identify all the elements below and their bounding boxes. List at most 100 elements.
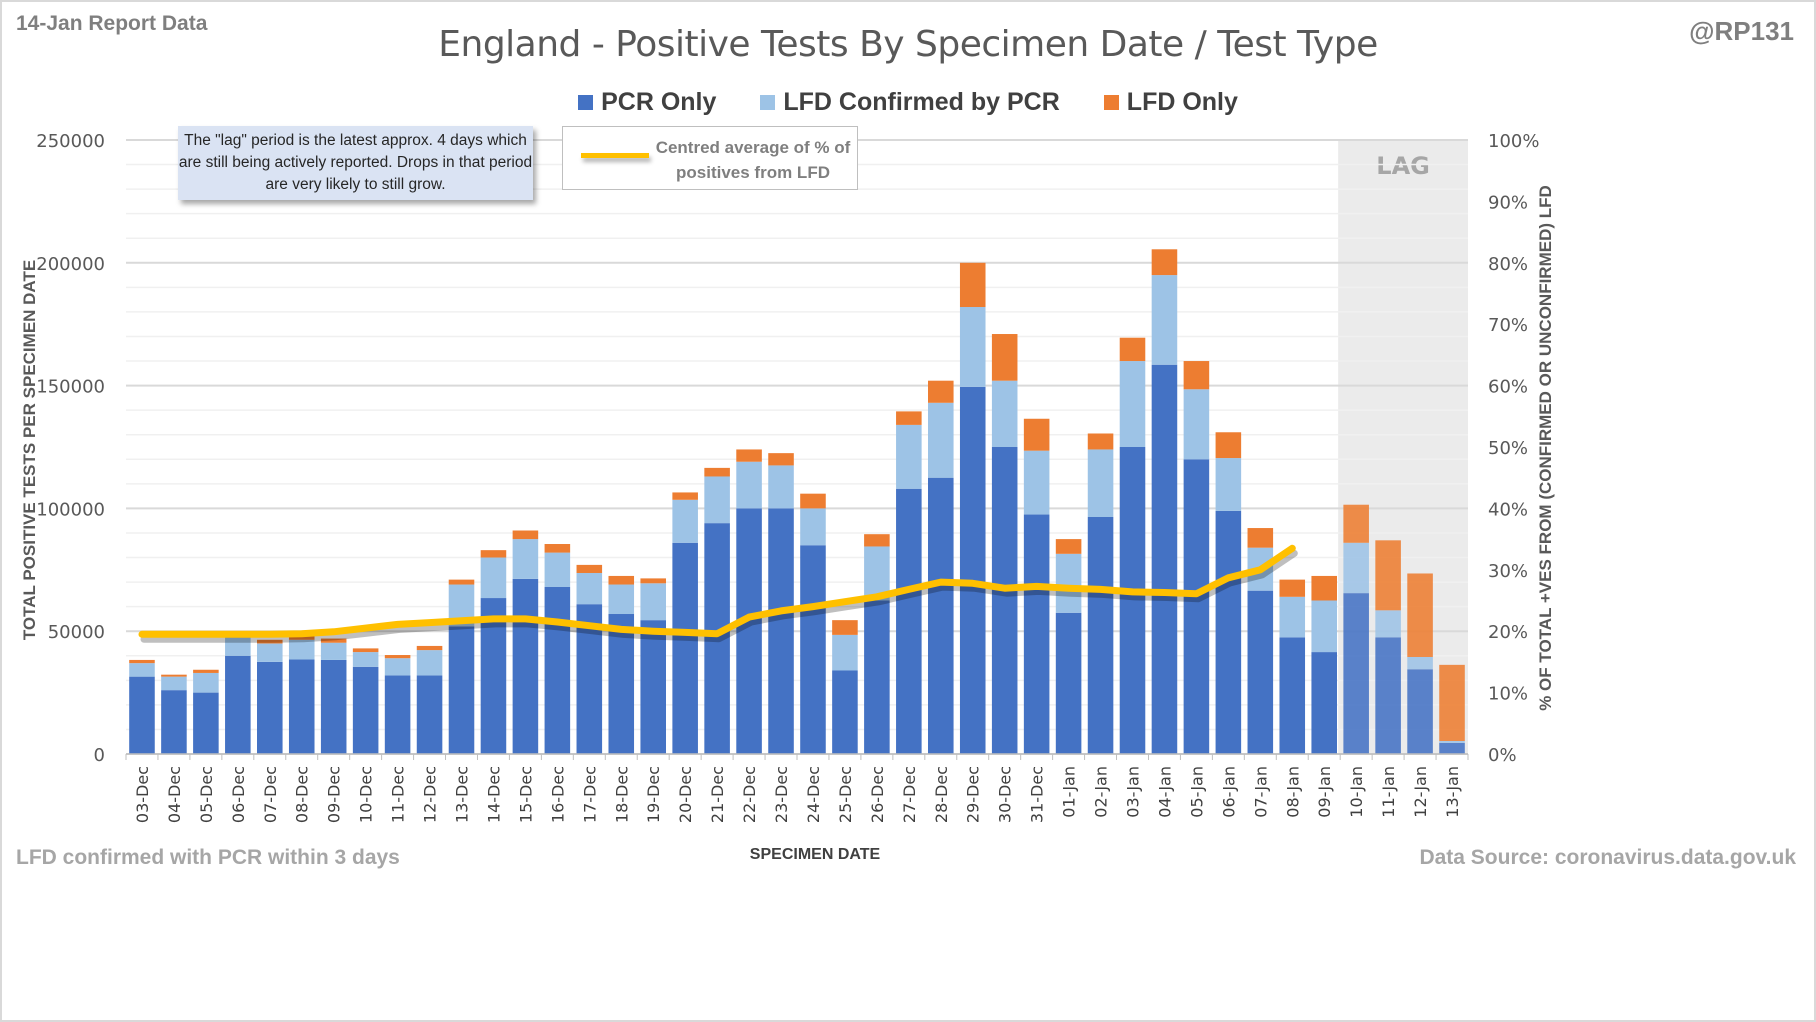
line-series-shadow xyxy=(140,549,1298,643)
bar-pcr-only xyxy=(1311,652,1337,754)
x-tick-label: 11-Jan xyxy=(1379,766,1398,818)
bar-lfd-only xyxy=(448,579,475,585)
x-tick-label: 05-Jan xyxy=(1187,766,1206,818)
bar-lfd-confirmed xyxy=(193,672,219,693)
bar-lfd-confirmed xyxy=(1023,450,1050,515)
bar-lfd-only xyxy=(959,262,986,308)
legend: PCR Only LFD Confirmed by PCR LFD Only xyxy=(0,88,1816,117)
bar-lfd-only xyxy=(640,578,666,584)
x-tick-label: 27-Dec xyxy=(900,766,919,823)
x-tick-label: 04-Dec xyxy=(165,766,184,823)
bar-lfd-only xyxy=(288,636,315,640)
x-tick-label: 05-Dec xyxy=(197,766,216,823)
x-tick-label: 08-Jan xyxy=(1283,766,1302,818)
bar-pcr-only xyxy=(1215,510,1242,754)
bar-lfd-confirmed xyxy=(384,658,411,676)
bar-pcr-only xyxy=(1023,514,1050,754)
legend-label-lfd-only: LFD Only xyxy=(1126,88,1238,116)
bar-lfd-confirmed xyxy=(928,402,954,478)
x-tick-label: 07-Jan xyxy=(1251,766,1270,818)
bar-lfd-only xyxy=(1407,573,1433,657)
x-tick-label: 01-Jan xyxy=(1060,766,1079,818)
y-tick-label: 0 xyxy=(94,745,105,766)
x-tick-label: 03-Jan xyxy=(1124,766,1143,818)
x-tick-label: 13-Jan xyxy=(1443,766,1462,818)
x-tick-label: 28-Dec xyxy=(932,766,951,823)
x-tick-label: 15-Dec xyxy=(516,766,535,823)
bar-lfd-only xyxy=(991,334,1018,381)
bar-pcr-only xyxy=(129,676,155,754)
bar-lfd-confirmed xyxy=(800,508,826,546)
bar-lfd-confirmed xyxy=(225,637,251,656)
y2-tick-label: 30% xyxy=(1488,561,1528,582)
bar-lfd-only xyxy=(320,638,347,643)
bar-pcr-only xyxy=(736,508,762,754)
legend-item-pcr: PCR Only xyxy=(578,88,716,117)
legend-swatch-lfd-only xyxy=(1103,95,1119,110)
bar-pcr-only xyxy=(1343,593,1369,754)
bar-lfd-only xyxy=(161,674,187,677)
bar-lfd-confirmed xyxy=(896,424,922,489)
x-tick-label: 23-Dec xyxy=(772,766,791,823)
bar-lfd-confirmed xyxy=(1183,389,1210,460)
line-legend-label: Centred average of % of positives from L… xyxy=(655,138,851,182)
bar-lfd-only xyxy=(1215,432,1242,459)
bar-lfd-only xyxy=(129,659,155,664)
bar-lfd-confirmed xyxy=(672,499,698,543)
bar-lfd-only xyxy=(193,669,219,673)
x-tick-label: 10-Jan xyxy=(1347,766,1366,818)
x-tick-label: 02-Jan xyxy=(1092,766,1111,818)
legend-swatch-lfd-confirmed xyxy=(760,95,776,110)
x-tick-label: 08-Dec xyxy=(293,766,312,823)
bar-pcr-only xyxy=(448,626,475,754)
bar-lfd-confirmed xyxy=(1439,740,1465,743)
bar-lfd-only xyxy=(257,639,283,644)
x-tick-label: 22-Dec xyxy=(740,766,759,823)
bar-pcr-only xyxy=(480,598,507,754)
y2-tick-label: 20% xyxy=(1488,622,1528,643)
bar-lfd-confirmed xyxy=(832,634,858,671)
x-tick-label: 09-Dec xyxy=(325,766,344,823)
bar-lfd-confirmed xyxy=(1087,449,1114,517)
footnote-lfd-confirmed: LFD confirmed with PCR within 3 days xyxy=(16,846,400,869)
bar-pcr-only xyxy=(288,659,315,754)
x-tick-label: 11-Dec xyxy=(389,766,408,823)
bar-lfd-confirmed xyxy=(544,552,571,587)
bar-lfd-only xyxy=(1183,361,1210,390)
x-tick-label: 03-Dec xyxy=(133,766,152,823)
bar-pcr-only xyxy=(1119,447,1146,754)
bar-pcr-only xyxy=(864,600,890,754)
x-tick-label: 17-Dec xyxy=(580,766,599,823)
bar-lfd-only xyxy=(1375,540,1401,611)
data-source: Data Source: coronavirus.data.gov.uk xyxy=(1419,846,1796,869)
y2-tick-label: 60% xyxy=(1488,377,1528,398)
bar-lfd-only xyxy=(704,467,730,477)
bar-pcr-only xyxy=(320,659,347,754)
x-tick-label: 16-Dec xyxy=(548,766,567,823)
bar-lfd-only xyxy=(512,530,539,540)
bar-lfd-confirmed xyxy=(288,639,315,660)
x-tick-label: 21-Dec xyxy=(708,766,727,823)
x-tick-label: 14-Dec xyxy=(484,766,503,823)
bar-lfd-confirmed xyxy=(959,307,986,387)
legend-label-pcr: PCR Only xyxy=(601,88,717,116)
y-tick-label: 150000 xyxy=(36,377,105,398)
bar-lfd-confirmed xyxy=(1151,275,1178,365)
bar-lfd-confirmed xyxy=(640,583,666,621)
bar-pcr-only xyxy=(1407,669,1433,754)
x-tick-label: 06-Jan xyxy=(1219,766,1238,818)
bar-lfd-only xyxy=(608,575,635,585)
bar-lfd-confirmed xyxy=(1055,553,1082,613)
x-axis-title: SPECIMEN DATE xyxy=(749,846,881,863)
y2-tick-label: 80% xyxy=(1488,254,1528,275)
x-tick-label: 13-Dec xyxy=(453,766,472,823)
line-series-lfd-percent xyxy=(138,544,1296,638)
bar-pcr-only xyxy=(1279,637,1306,754)
bar-pcr-only xyxy=(512,578,539,754)
bar-lfd-only xyxy=(576,564,603,573)
x-tick-label: 25-Dec xyxy=(836,766,855,823)
bar-lfd-only xyxy=(1279,579,1306,597)
bar-lfd-only xyxy=(736,449,762,462)
legend-item-lfd-only: LFD Only xyxy=(1103,88,1238,117)
y-tick-label: 200000 xyxy=(36,254,105,275)
